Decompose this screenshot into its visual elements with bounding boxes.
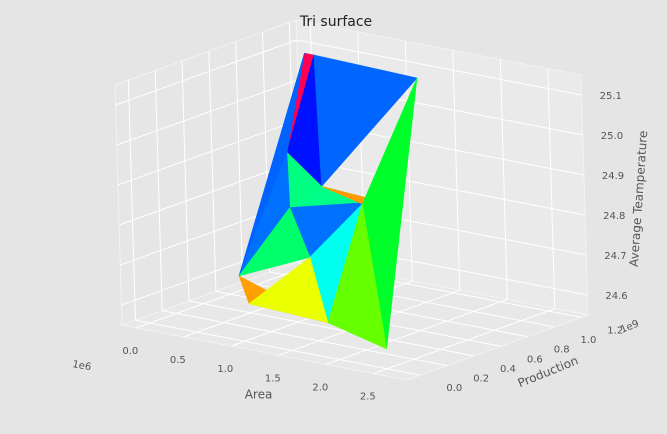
x-tick-label: 0.0 <box>122 346 138 357</box>
y-grid-side <box>127 80 136 321</box>
y-grid-side <box>235 41 244 282</box>
y-grid-side <box>208 51 217 292</box>
y-grid-side <box>154 70 163 311</box>
y-grid-side <box>181 60 190 301</box>
z-tick-label: 24.7 <box>604 251 626 262</box>
surface-triangle <box>248 256 329 323</box>
x-tick-label: 2.0 <box>312 382 328 393</box>
z-tick-label: 25.1 <box>600 91 622 102</box>
x-tick-label: 1.0 <box>217 364 233 375</box>
z-tick-label: 24.6 <box>605 291 627 302</box>
z-axis-label: Average Teamperature <box>627 130 650 267</box>
y-tick-label: 0.4 <box>500 364 516 375</box>
z-grid-side <box>115 39 297 106</box>
y-tick-label: 1.0 <box>581 335 597 346</box>
y-axis-label: Production <box>516 353 580 390</box>
chart-title: Tri surface <box>299 14 372 30</box>
y-tick-label: 0.2 <box>473 374 489 385</box>
x-tick-label: 2.5 <box>360 392 376 403</box>
y-grid-floor <box>188 300 475 357</box>
x-tick-label: 1.5 <box>265 373 281 384</box>
x-grid-back <box>547 68 556 309</box>
y-tick-label: 0.8 <box>554 345 570 356</box>
z-grid-side <box>117 119 300 186</box>
y-tick-label: 0.6 <box>527 354 543 365</box>
x-grid-back <box>452 50 461 291</box>
y-tick-label: 0.0 <box>446 383 462 394</box>
y-offset-label: 1e9 <box>619 319 641 336</box>
x-grid-floor <box>373 308 555 375</box>
z-grid-side <box>116 79 298 146</box>
y-tick-label: 1.2 <box>607 325 623 336</box>
z-grid-back <box>300 159 586 216</box>
x-grid-back <box>499 59 508 300</box>
y-grid-floor <box>135 319 421 376</box>
z-tick-label: 24.8 <box>603 211 625 222</box>
z-tick-label: 24.9 <box>602 171 624 182</box>
z-grid-back <box>296 39 582 96</box>
x-grid-floor <box>326 298 508 365</box>
surface-triangle <box>327 203 387 350</box>
z-tick-label: 25.0 <box>601 131 623 142</box>
x-grid-floor <box>136 262 318 329</box>
tick-labels: 0.0 0.5 1.0 1.5 2.0 2.5 0.0 0.2 0.4 0.6 0.8 1.0 1.2 2… <box>122 91 627 403</box>
y-grid-floor <box>162 310 448 367</box>
x-offset-label: 1e6 <box>71 359 92 373</box>
tri-surface <box>238 52 418 350</box>
x-tick-label: 0.5 <box>170 355 186 366</box>
surface-triangle <box>313 54 418 187</box>
surface-triangle <box>238 207 311 277</box>
x-axis-label: Area <box>245 388 273 402</box>
